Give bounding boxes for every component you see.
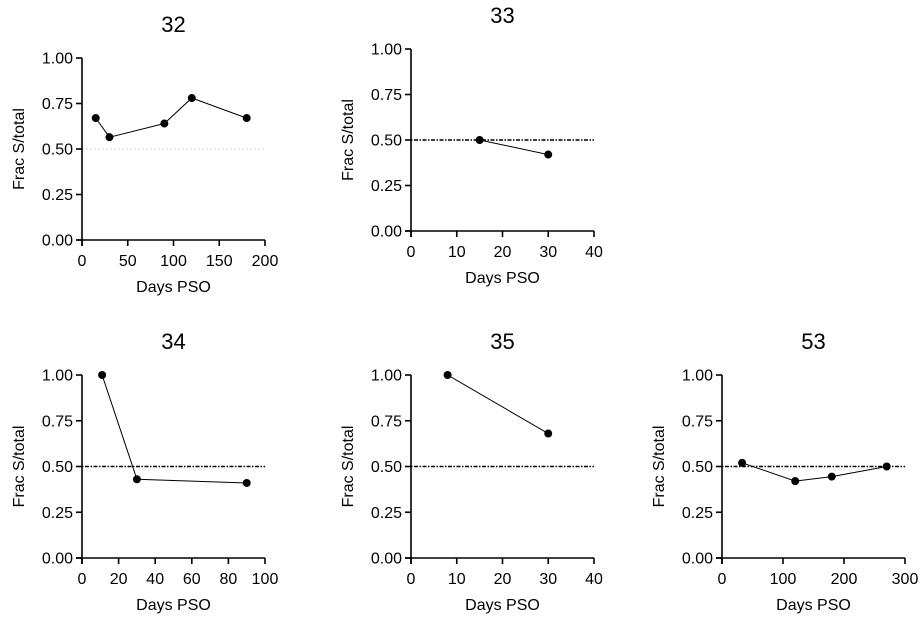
data-point	[242, 478, 251, 487]
y-tick-label: 0.75	[371, 87, 402, 104]
chart-title: 53	[801, 329, 825, 354]
y-tick-label: 0.75	[42, 413, 73, 430]
y-axis-title: Frac S/total	[340, 99, 357, 181]
x-tick-label: 100	[252, 571, 279, 588]
data-point	[544, 150, 553, 159]
chart-panel-34: 34 0.00 0.25 0.50 0.75 1.00 0 20 40 60 80 100 Days P…	[11, 329, 278, 614]
x-tick-label: 40	[585, 571, 603, 588]
y-tick-label: 0.50	[371, 459, 402, 476]
data-point	[827, 472, 836, 481]
data-point	[738, 458, 747, 467]
x-tick-label: 80	[220, 571, 238, 588]
x-tick-label: 40	[585, 244, 603, 261]
y-axis-title: Frac S/total	[11, 108, 28, 190]
x-axis-title: Days PSO	[465, 270, 540, 287]
y-tick-label: 0.25	[682, 505, 713, 522]
x-tick-label: 0	[407, 244, 416, 261]
y-tick-label: 1.00	[42, 51, 73, 68]
x-tick-label: 60	[183, 571, 201, 588]
x-tick-label: 50	[119, 253, 137, 270]
data-point	[187, 94, 196, 103]
x-axis-title: Days PSO	[776, 597, 851, 614]
y-axis-title: Frac S/total	[11, 426, 28, 508]
x-tick-label: 100	[160, 253, 187, 270]
data-point	[791, 477, 800, 486]
chart-panel-33: 33 0.00 0.25 0.50 0.75 1.00 0 10 20 30 40 Days PSO F…	[340, 3, 603, 287]
series-line	[741, 462, 887, 482]
y-tick-label: 0.25	[371, 178, 402, 195]
data-point	[544, 429, 553, 438]
series-line	[479, 139, 549, 156]
y-tick-label: 1.00	[371, 42, 402, 59]
x-tick-label: 0	[78, 253, 87, 270]
x-tick-label: 100	[770, 571, 797, 588]
x-tick-label: 300	[892, 571, 919, 588]
x-tick-label: 20	[494, 571, 512, 588]
x-tick-label: 0	[718, 571, 727, 588]
chart-panel-53: 53 0.00 0.25 0.50 0.75 1.00 0 100 200 300 Days PSO…	[651, 329, 918, 614]
chart-panel-32: 32 0.00 0.25 0.50 0.75 1.00 0 50 100 150 200 Days P…	[11, 12, 278, 296]
x-tick-label: 150	[206, 253, 233, 270]
chart-title: 34	[161, 329, 185, 354]
y-tick-label: 0.25	[42, 505, 73, 522]
data-point	[242, 114, 251, 123]
x-tick-label: 40	[146, 571, 164, 588]
y-tick-label: 0.00	[371, 224, 402, 241]
y-tick-label: 0.00	[42, 233, 73, 250]
series-line	[101, 374, 247, 484]
y-tick-label: 1.00	[42, 368, 73, 385]
chart-panel-35: 35 0.00 0.25 0.50 0.75 1.00 0 10 20 30 40 Days PSO F…	[340, 329, 603, 614]
data-point	[132, 475, 141, 484]
y-tick-label: 1.00	[682, 368, 713, 385]
x-axis-title: Days PSO	[465, 597, 540, 614]
data-point	[91, 114, 100, 123]
x-tick-label: 30	[539, 244, 557, 261]
y-tick-label: 0.75	[682, 413, 713, 430]
y-axis-title: Frac S/total	[340, 426, 357, 508]
y-tick-label: 0.25	[371, 505, 402, 522]
y-tick-label: 0.00	[682, 551, 713, 568]
data-point	[105, 133, 114, 142]
data-point	[98, 371, 107, 379]
y-tick-label: 0.00	[371, 551, 402, 568]
x-tick-label: 30	[539, 571, 557, 588]
y-tick-label: 1.00	[371, 368, 402, 385]
series-line	[447, 374, 549, 435]
y-tick-label: 0.50	[42, 459, 73, 476]
data-point	[160, 119, 169, 128]
x-tick-label: 20	[494, 244, 512, 261]
x-tick-label: 200	[252, 253, 279, 270]
data-point	[882, 462, 891, 471]
y-tick-label: 0.25	[42, 187, 73, 204]
y-tick-label: 0.50	[42, 142, 73, 159]
y-tick-label: 0.50	[682, 459, 713, 476]
x-tick-label: 200	[831, 571, 858, 588]
y-tick-label: 0.75	[371, 413, 402, 430]
series-line	[95, 97, 247, 138]
data-point	[443, 371, 452, 379]
y-tick-label: 0.00	[42, 551, 73, 568]
x-axis-title: Days PSO	[136, 279, 211, 296]
data-point	[475, 136, 484, 144]
x-tick-label: 0	[407, 571, 416, 588]
chart-title: 33	[490, 3, 514, 28]
x-tick-label: 20	[110, 571, 128, 588]
chart-title: 35	[490, 329, 514, 354]
y-axis-title: Frac S/total	[651, 426, 668, 508]
y-tick-label: 0.50	[371, 133, 402, 150]
x-tick-label: 10	[448, 571, 466, 588]
y-tick-label: 0.75	[42, 96, 73, 113]
x-tick-label: 10	[448, 244, 466, 261]
chart-title: 32	[161, 12, 185, 37]
x-axis-title: Days PSO	[136, 597, 211, 614]
x-tick-label: 0	[78, 571, 87, 588]
